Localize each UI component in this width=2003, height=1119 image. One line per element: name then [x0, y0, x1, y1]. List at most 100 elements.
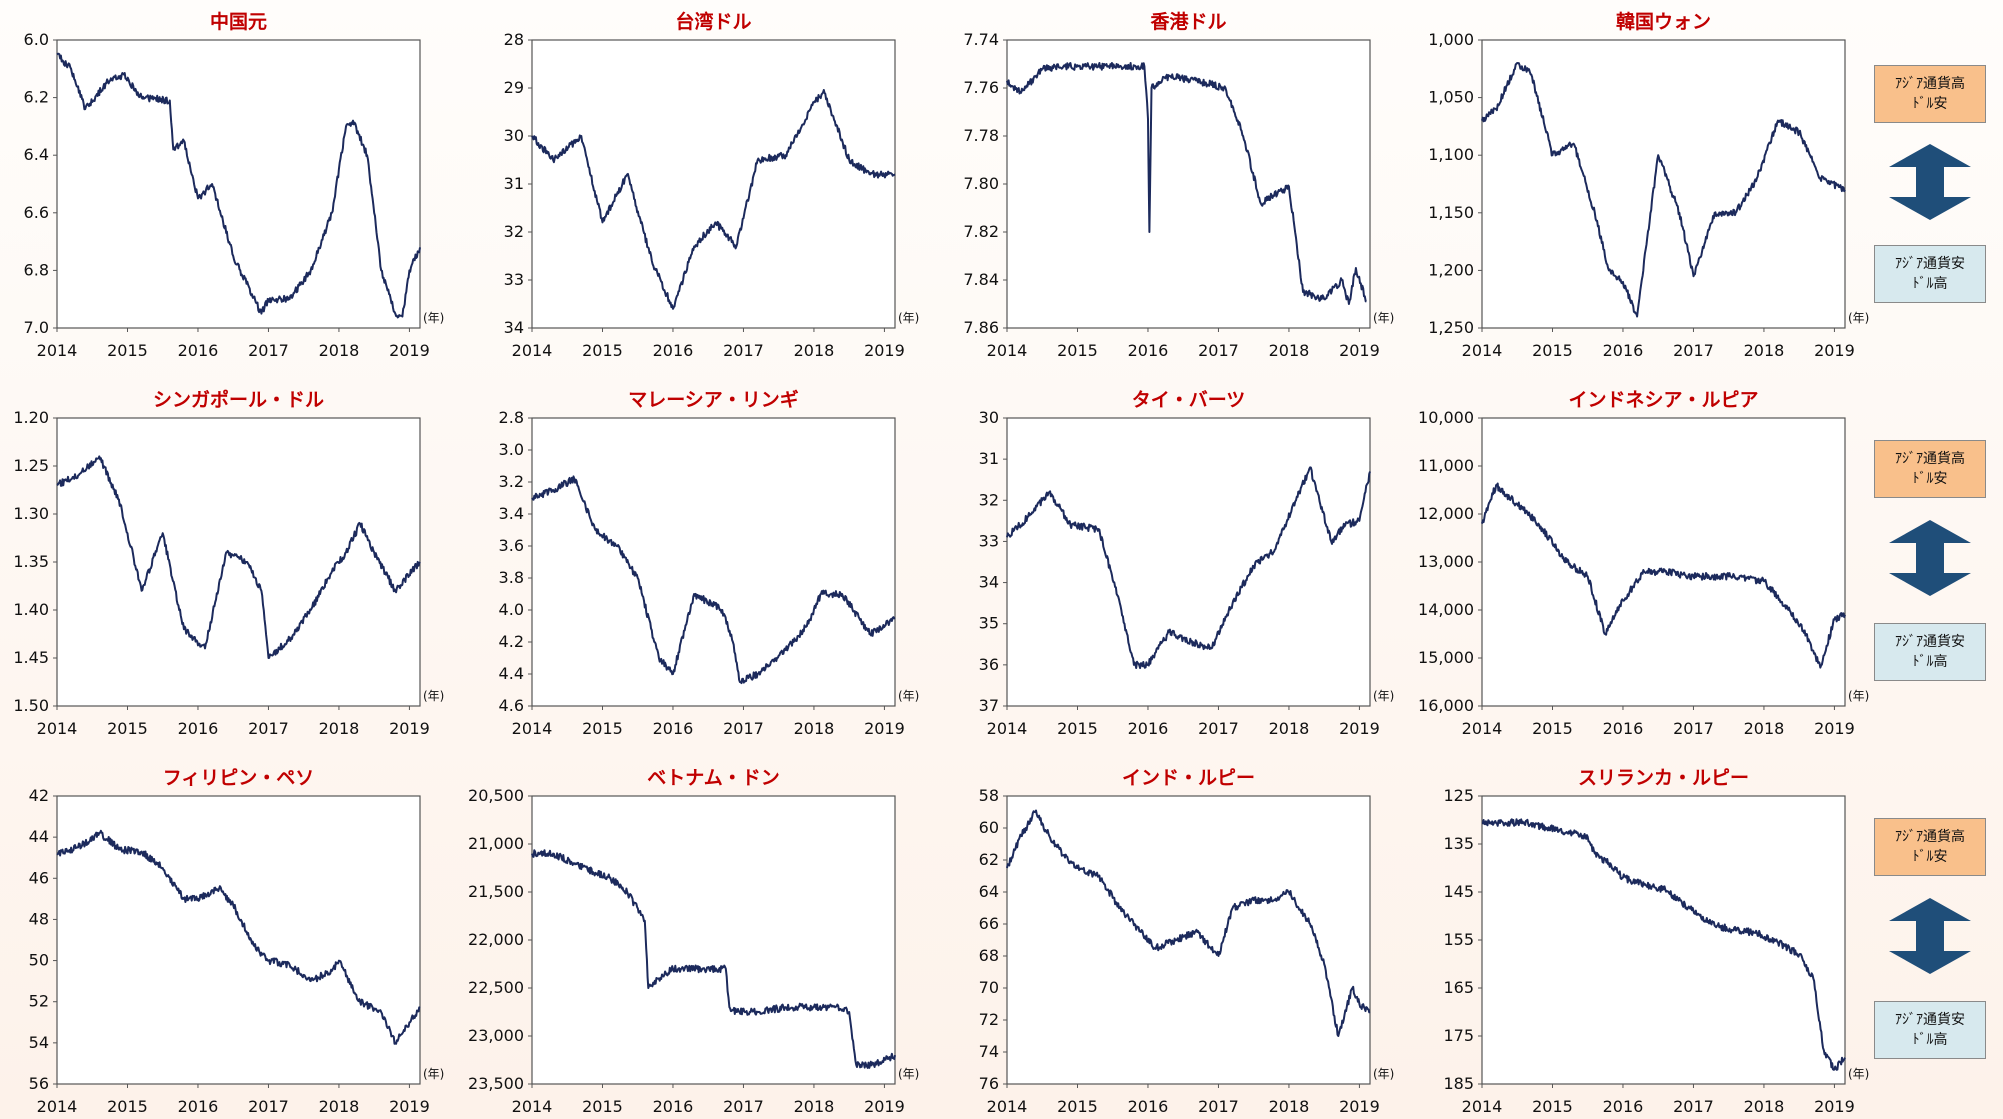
x-unit-label: (年) [423, 311, 444, 325]
x-unit-label: (年) [1373, 311, 1394, 325]
y-tick-label: 32 [504, 222, 524, 241]
x-unit-label: (年) [423, 1067, 444, 1081]
chart-title: フィリピン・ペソ [163, 767, 315, 789]
series-line [1006, 466, 1371, 670]
x-tick-label: 2017 [723, 719, 764, 738]
x-tick-label: 2015 [582, 719, 623, 738]
y-tick-label: 7.82 [963, 222, 999, 241]
y-tick-label: 6.8 [24, 260, 49, 279]
y-tick-label: 33 [979, 531, 999, 550]
y-tick-label: 1,100 [1428, 145, 1474, 164]
legend-strong-2: ｱｼﾞｱ通貨高 ﾄﾞﾙ安 [1874, 440, 1986, 498]
y-tick-label: 34 [504, 318, 524, 337]
y-tick-label: 7.0 [24, 318, 49, 337]
x-tick-label: 2014 [1462, 341, 1503, 360]
x-tick-label: 2018 [319, 341, 360, 360]
y-tick-label: 31 [979, 449, 999, 468]
y-tick-label: 175 [1443, 1026, 1474, 1045]
y-tick-label: 7.74 [963, 30, 999, 49]
chart-panel-4: シンガポール・ドル 1.20 1.25 1.30 1.35 1.40 1.45 1.50 201… [13, 388, 444, 738]
plot-area [1006, 39, 1371, 329]
legend-strong-label-2: ﾄﾞﾙ安 [1912, 471, 1948, 487]
chart-title: スリランカ・ルピー [1578, 767, 1749, 789]
x-unit-label: (年) [1848, 1067, 1869, 1081]
x-tick-label: 2017 [248, 719, 289, 738]
x-tick-label: 2014 [987, 1097, 1028, 1116]
x-tick-label: 2018 [794, 341, 835, 360]
y-tick-label: 30 [504, 126, 524, 145]
x-tick-label: 2014 [512, 1097, 553, 1116]
legend-weak-1: ｱｼﾞｱ通貨安 ﾄﾞﾙ高 [1874, 245, 1986, 303]
y-tick-label: 32 [979, 490, 999, 509]
chart-title: ベトナム・ドン [647, 767, 779, 789]
y-tick-label: 1,150 [1428, 203, 1474, 222]
legend-weak-3: ｱｼﾞｱ通貨安 ﾄﾞﾙ高 [1874, 1001, 1986, 1059]
y-tick-label: 68 [979, 946, 999, 965]
x-tick-label: 2017 [1673, 719, 1714, 738]
y-tick-label: 72 [979, 1010, 999, 1029]
y-tick-label: 56 [29, 1074, 49, 1093]
x-tick-label: 2017 [1198, 341, 1239, 360]
chart-title: 中国元 [210, 10, 267, 33]
x-unit-label: (年) [1373, 689, 1394, 703]
chart-panel-2: 香港ドル 7.74 7.76 7.78 7.80 7.82 7.84 7.86 2014 2015… [963, 11, 1394, 360]
x-tick-label: 2014 [37, 341, 78, 360]
x-tick-label: 2014 [37, 719, 78, 738]
x-tick-label: 2018 [1744, 341, 1785, 360]
chart-panel-8: フィリピン・ペソ 42 44 46 48 50 52 54 56 2014 2015 2016 2017… [29, 767, 445, 1116]
x-tick-label: 2014 [1462, 1097, 1503, 1116]
y-tick-label: 48 [29, 909, 49, 928]
y-tick-label: 23,500 [468, 1074, 524, 1093]
x-tick-label: 2016 [178, 719, 219, 738]
chart-panel-7: インドネシア・ルピア 10,000 11,000 12,000 13,000 14,000… [1418, 389, 1869, 738]
x-tick-label: 2016 [1128, 1097, 1169, 1116]
chart-panel-5: マレーシア・リンギ 2.8 3.0 3.2 3.4 3.6 3.8 4.0 4.2 4.4 4.6 2… [499, 389, 920, 738]
x-tick-label: 2016 [653, 1097, 694, 1116]
x-tick-label: 2016 [653, 341, 694, 360]
x-tick-label: 2017 [1673, 1097, 1714, 1116]
x-unit-label: (年) [898, 689, 919, 703]
y-tick-label: 7.76 [963, 78, 999, 97]
plot-area [531, 39, 896, 329]
x-tick-label: 2018 [1269, 341, 1310, 360]
x-tick-label: 2015 [107, 719, 148, 738]
y-tick-label: 60 [979, 818, 999, 837]
y-tick-label: 6.4 [24, 145, 49, 164]
chart-panel-11: スリランカ・ルピー 125 135 145 155 165 175 185 2014 2015 20… [1443, 767, 1869, 1116]
x-tick-label: 2015 [1532, 1097, 1573, 1116]
y-tick-label: 3.0 [499, 440, 524, 459]
legend-strong-label-1: ｱｼﾞｱ通貨高 [1895, 76, 1965, 92]
x-tick-label: 2016 [1128, 341, 1169, 360]
x-tick-label: 2018 [1744, 719, 1785, 738]
chart-panel-0: 中国元 6.0 6.2 6.4 6.6 6.8 7.0 2014 2015 2016 2017 201… [24, 10, 445, 360]
plot-area [531, 417, 896, 707]
y-tick-label: 1,000 [1428, 30, 1474, 49]
y-tick-label: 3.2 [499, 472, 524, 491]
y-tick-label: 74 [979, 1042, 999, 1061]
chart-title: 香港ドル [1149, 11, 1226, 33]
chart-title: マレーシア・リンギ [628, 389, 799, 411]
y-tick-label: 76 [979, 1074, 999, 1093]
y-tick-label: 54 [29, 1033, 49, 1052]
y-tick-label: 185 [1443, 1074, 1474, 1093]
plot-area [1481, 795, 1846, 1085]
y-tick-label: 1.35 [13, 552, 49, 571]
y-tick-label: 21,500 [468, 882, 524, 901]
series-line [1006, 809, 1371, 1037]
y-tick-label: 1.25 [13, 456, 49, 475]
series-line [531, 849, 896, 1069]
x-tick-label: 2019 [1814, 1097, 1855, 1116]
y-tick-label: 37 [979, 696, 999, 715]
chart-title: 台湾ドル [675, 10, 751, 33]
double-arrow-icon [1889, 898, 1971, 974]
x-tick-label: 2016 [178, 1097, 219, 1116]
x-tick-label: 2015 [582, 1097, 623, 1116]
y-tick-label: 34 [979, 573, 999, 592]
series-line [1006, 62, 1367, 305]
legend-strong-label-1: ｱｼﾞｱ通貨高 [1895, 829, 1965, 845]
series-line [1481, 482, 1846, 669]
y-tick-label: 31 [504, 174, 524, 193]
y-tick-label: 33 [504, 270, 524, 289]
x-tick-label: 2017 [248, 341, 289, 360]
x-tick-label: 2014 [987, 341, 1028, 360]
